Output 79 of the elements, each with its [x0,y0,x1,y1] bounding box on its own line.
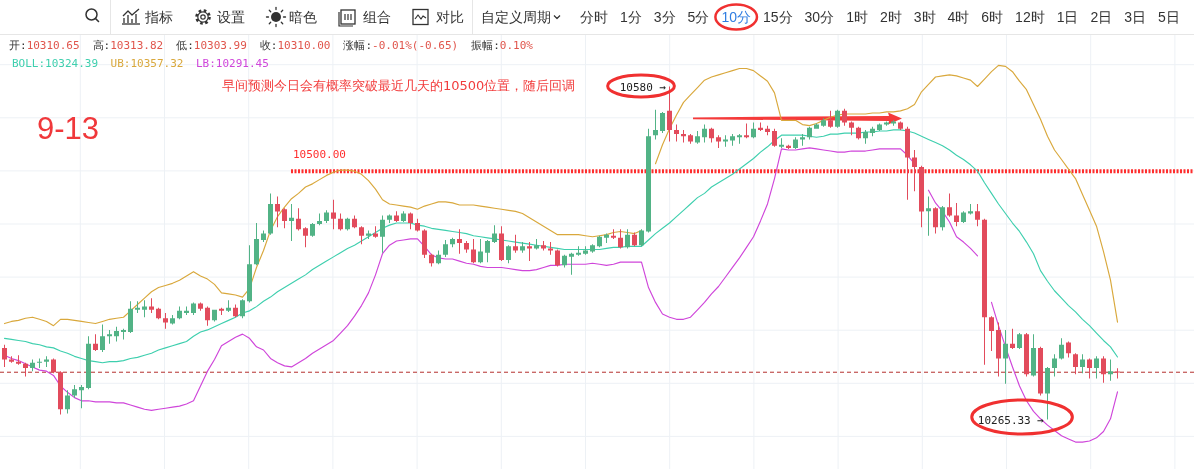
text: 9-13 [37,111,100,146]
candlestick [947,193,952,217]
candlestick [198,302,203,311]
text: 1日 [1056,9,1079,25]
text: 开:10310.65 [9,39,80,52]
text: 低:10303.99 [176,39,247,52]
candlestick [723,135,728,147]
candlestick [331,199,336,230]
candlestick [968,203,973,215]
text: 15分 [762,9,793,25]
candlestick [576,246,581,256]
text: 5日 [1158,9,1180,25]
candlestick [107,329,112,344]
text: 2日 [1090,9,1113,25]
candlestick [849,121,854,136]
candlestick [303,227,308,248]
candlestick [1115,368,1120,379]
text: 涨幅:-0.01%(-0.65) [343,39,459,52]
text: 振幅:0.10% [471,39,534,52]
text: 10分 [721,9,751,25]
candlestick [737,134,742,144]
candlestick [821,118,826,127]
candlestick [800,134,805,146]
candlestick [44,356,49,367]
candlestick [401,211,406,222]
candlestick [520,242,525,253]
candlestick [828,110,833,128]
ref-line-label: 10500.00 [293,148,346,162]
candlestick [289,203,294,241]
candlestick [688,134,693,144]
candlestick [912,150,917,192]
candlestick [898,121,903,130]
text: 高:10313.82 [92,39,164,52]
candlestick [457,229,462,254]
candlestick [779,138,784,148]
text: 组合 [363,9,391,25]
text: 2时 [879,9,902,25]
text: 1分 [620,9,642,25]
annotation: 10265.33 → [977,413,1045,427]
candlestick [695,130,700,144]
text: 暗色 [289,9,317,25]
candlestick [548,242,553,255]
candlestick [170,315,175,325]
candlestick [359,226,364,245]
text: 30分 [804,9,835,25]
text: 3时 [913,9,936,25]
candlestick [79,384,84,409]
candlestick [513,234,518,253]
candlestick [135,301,140,313]
text: 对比 [436,9,464,25]
text: 3分 [653,9,676,25]
text: 5分 [687,9,710,25]
text: BOLL:10324.39 [12,57,99,70]
candlestick [611,229,616,239]
text: 4时 [947,9,970,25]
candlestick [1094,356,1099,379]
text: LB:10291.45 [195,57,269,70]
candlestick [681,129,686,143]
candlestick [884,121,889,126]
text: 3日 [1124,9,1147,25]
candlestick [72,384,77,398]
text: 设置 [217,9,245,25]
text: 分时 [580,9,608,25]
text: 自定义周期 [481,9,551,25]
text: 指标 [144,9,173,25]
candlestick [37,358,42,368]
candlestick [891,120,896,126]
annotation: 10580 → [619,80,667,94]
annotation: 早间预测今日会有概率突破最近几天的10500位置，随后回调 [222,78,576,93]
candlestick [590,244,595,253]
text: 收:10310.00 [259,39,331,52]
candlestick [16,355,21,365]
text: 6时 [981,9,1004,25]
candlestick [716,135,721,148]
text: UB:10357.32 [110,57,184,70]
candlestick [926,196,931,236]
text: 1时 [846,9,868,25]
text: 12时 [1015,9,1045,25]
candlestick [527,242,532,262]
